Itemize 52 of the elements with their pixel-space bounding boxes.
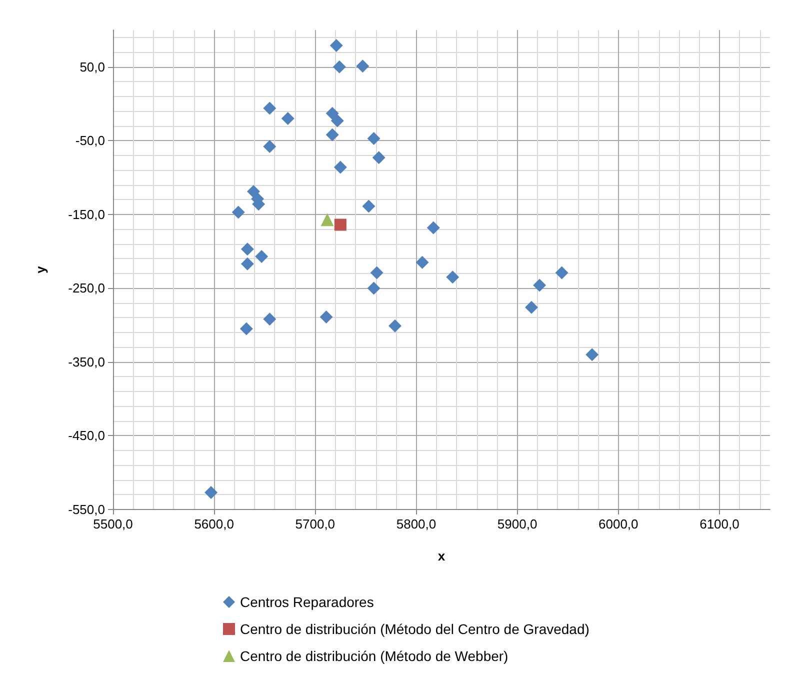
point bbox=[524, 300, 538, 314]
point bbox=[332, 60, 346, 74]
y-tick-label: -50,0 bbox=[75, 133, 105, 148]
point bbox=[367, 282, 380, 295]
point bbox=[388, 319, 402, 332]
x-axis-title: x bbox=[438, 548, 446, 564]
y-tick-label: -550,0 bbox=[68, 502, 105, 517]
x-tick-label: 6000,0 bbox=[598, 516, 638, 532]
point bbox=[334, 160, 347, 174]
point bbox=[326, 106, 339, 120]
point bbox=[356, 60, 370, 73]
point bbox=[240, 322, 253, 336]
point bbox=[416, 256, 429, 269]
point bbox=[240, 257, 254, 270]
point bbox=[334, 218, 346, 231]
x-tick-label: 6100,0 bbox=[700, 516, 740, 532]
y-axis-title: y bbox=[33, 265, 48, 274]
point bbox=[320, 213, 334, 226]
point bbox=[330, 114, 344, 128]
point bbox=[362, 200, 376, 213]
y-tick-label: -150,0 bbox=[68, 206, 105, 222]
y-tick-label: -350,0 bbox=[68, 354, 105, 370]
point bbox=[426, 221, 440, 234]
point bbox=[204, 486, 218, 500]
y-tick-label: 50,0 bbox=[80, 59, 105, 74]
point bbox=[255, 250, 268, 263]
x-tick-label: 5600,0 bbox=[194, 516, 234, 532]
x-tick-label: 5500,0 bbox=[93, 516, 133, 532]
point bbox=[263, 312, 276, 326]
x-tick-label: 5900,0 bbox=[497, 516, 538, 532]
point bbox=[367, 132, 380, 145]
point bbox=[263, 140, 276, 154]
y-tick-label: -450,0 bbox=[68, 428, 105, 444]
point bbox=[320, 310, 333, 324]
point bbox=[281, 112, 294, 126]
point bbox=[533, 278, 546, 292]
point bbox=[330, 38, 343, 52]
point bbox=[232, 206, 245, 219]
point bbox=[446, 270, 460, 284]
point bbox=[586, 348, 599, 362]
point bbox=[240, 242, 254, 256]
x-tick-label: 5700,0 bbox=[295, 516, 336, 532]
point bbox=[263, 102, 276, 115]
point bbox=[370, 266, 384, 280]
point bbox=[326, 128, 339, 142]
y-tick-label: -250,0 bbox=[68, 280, 105, 296]
legend-label: Centros Reparadores bbox=[240, 594, 374, 610]
legend-label: Centro de distribución (Método de Webber) bbox=[240, 648, 508, 664]
point bbox=[555, 266, 568, 280]
point bbox=[372, 151, 386, 164]
legend-label: Centro de distribución (Método del Centro de Gravedad) bbox=[240, 621, 590, 637]
x-tick-label: 5800,0 bbox=[396, 516, 436, 532]
